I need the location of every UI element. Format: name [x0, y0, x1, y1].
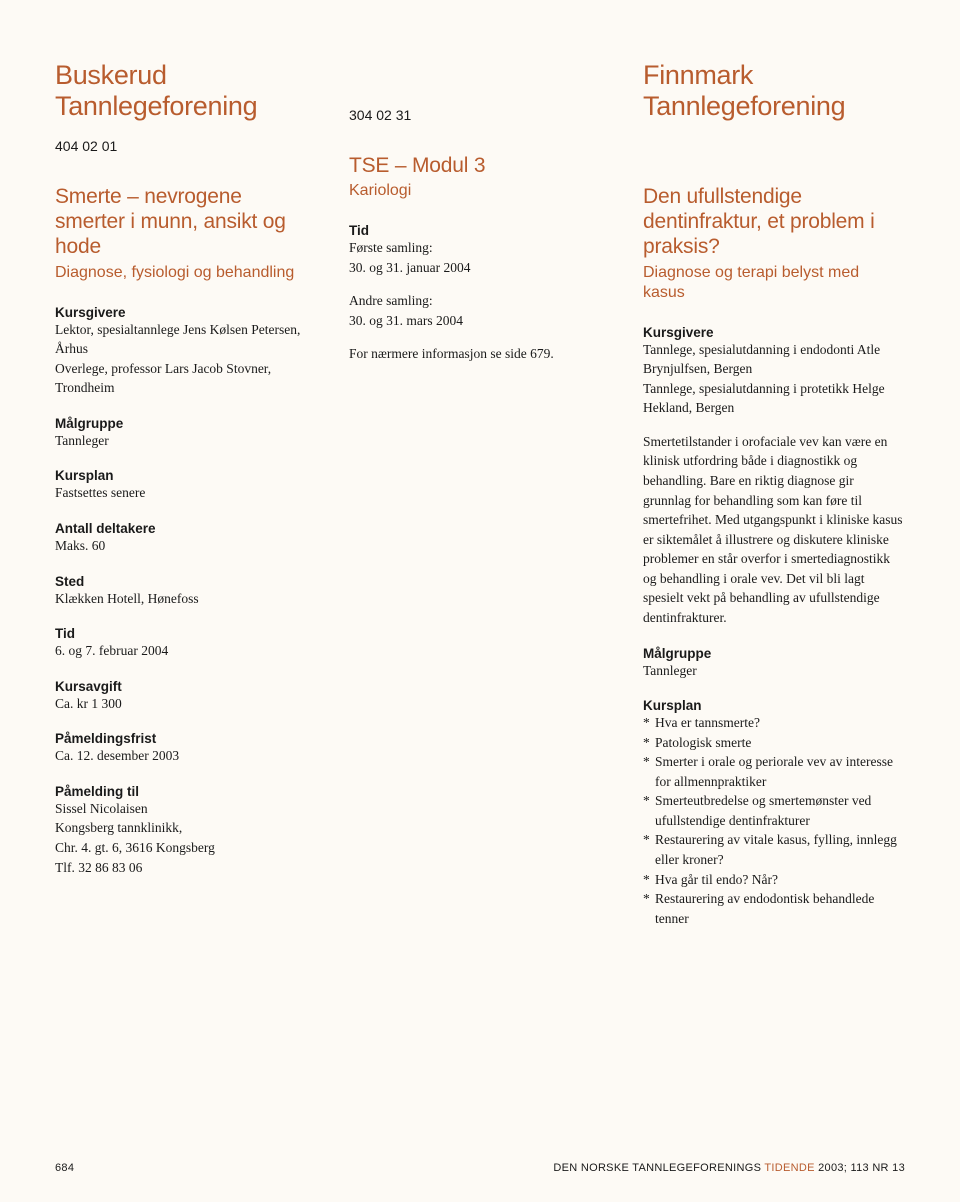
pub-post: 2003; 113 NR 13	[815, 1162, 905, 1174]
tid-label: Tid	[349, 223, 611, 238]
maalgruppe-value: Tannleger	[55, 431, 317, 451]
course-title: TSE – Modul 3	[349, 153, 611, 178]
info-text: For nærmere informasjon se side 679.	[349, 344, 611, 364]
sted-label: Sted	[55, 574, 317, 589]
frist-label: Påmeldingsfrist	[55, 731, 317, 746]
kursplan-value: Fastsettes senere	[55, 483, 317, 503]
kursplan-label: Kursplan	[643, 698, 905, 713]
course-code: 304 02 31	[349, 107, 611, 123]
tid-value: 6. og 7. februar 2004	[55, 641, 317, 661]
column-buskerud: Buskerud Tannlegeforening 404 02 01 Smer…	[55, 60, 317, 928]
kursgivere-label: Kursgivere	[55, 305, 317, 320]
kursavgift-label: Kursavgift	[55, 679, 317, 694]
antall-value: Maks. 60	[55, 536, 317, 556]
course-subtitle: Kariologi	[349, 181, 611, 201]
region-title: Buskerud Tannlegeforening	[55, 60, 317, 122]
paamelding-label: Påmelding til	[55, 784, 317, 799]
kursgivere-value: Overlege, professor Lars Jacob Stovner, …	[55, 359, 317, 398]
course-subtitle: Diagnose, fysiologi og behandling	[55, 263, 317, 283]
region-title: Finnmark Tannlegeforening	[643, 60, 905, 122]
column-tse: . 304 02 31 TSE – Modul 3 Kariologi Tid …	[349, 60, 611, 928]
pub-title: TIDENDE	[764, 1162, 814, 1174]
maalgruppe-value: Tannleger	[643, 661, 905, 681]
page-footer: 684 DEN NORSKE TANNLEGEFORENINGS TIDENDE…	[55, 1162, 905, 1174]
kursgivere-value: Tannlege, spesialutdanning i protetikk H…	[643, 379, 905, 418]
frist-value: Ca. 12. desember 2003	[55, 746, 317, 766]
pub-pre: DEN NORSKE TANNLEGEFORENINGS	[553, 1162, 764, 1174]
kursgivere-value: Lektor, spesialtannlege Jens Kølsen Pete…	[55, 320, 317, 359]
maalgruppe-label: Målgruppe	[643, 646, 905, 661]
tid-value: Andre samling:	[349, 291, 611, 311]
course-subtitle: Diagnose og terapi belyst med kasus	[643, 263, 905, 303]
publication-ref: DEN NORSKE TANNLEGEFORENINGS TIDENDE 200…	[553, 1162, 905, 1174]
paamelding-value: Sissel Nicolaisen	[55, 799, 317, 819]
kursplan-label: Kursplan	[55, 468, 317, 483]
kursplan-item: *Smerter i orale og periorale vev av int…	[643, 752, 905, 791]
kursavgift-value: Ca. kr 1 300	[55, 694, 317, 714]
kursplan-item: *Restaurering av endodontisk behandlede …	[643, 889, 905, 928]
tid-value: Første samling:	[349, 238, 611, 258]
page-number: 684	[55, 1162, 74, 1174]
tid-value: 30. og 31. mars 2004	[349, 311, 611, 331]
kursplan-list: *Hva er tannsmerte?*Patologisk smerte*Sm…	[643, 713, 905, 928]
antall-label: Antall deltakere	[55, 521, 317, 536]
tid-value: 30. og 31. januar 2004	[349, 258, 611, 278]
kursgivere-label: Kursgivere	[643, 325, 905, 340]
paamelding-value: Chr. 4. gt. 6, 3616 Kongsberg	[55, 838, 317, 858]
sted-value: Klækken Hotell, Hønefoss	[55, 589, 317, 609]
kursplan-item: *Restaurering av vitale kasus, fylling, …	[643, 830, 905, 869]
column-finnmark: Finnmark Tannlegeforening . Den ufullste…	[643, 60, 905, 928]
course-title: Den ufullstendige dentinfraktur, et prob…	[643, 184, 905, 260]
paamelding-value: Tlf. 32 86 83 06	[55, 858, 317, 878]
maalgruppe-label: Målgruppe	[55, 416, 317, 431]
kursgivere-value: Tannlege, spesialutdanning i endodonti A…	[643, 340, 905, 379]
kursplan-item: *Smerteutbredelse og smertemønster ved u…	[643, 791, 905, 830]
course-description: Smertetilstander i orofaciale vev kan væ…	[643, 432, 905, 628]
course-code: 404 02 01	[55, 138, 317, 154]
kursplan-item: *Hva er tannsmerte?	[643, 713, 905, 733]
course-title: Smerte – nevrogene smerter i munn, ansik…	[55, 184, 317, 260]
tid-label: Tid	[55, 626, 317, 641]
kursplan-item: *Patologisk smerte	[643, 733, 905, 753]
paamelding-value: Kongsberg tannklinikk,	[55, 818, 317, 838]
kursplan-item: *Hva går til endo? Når?	[643, 870, 905, 890]
